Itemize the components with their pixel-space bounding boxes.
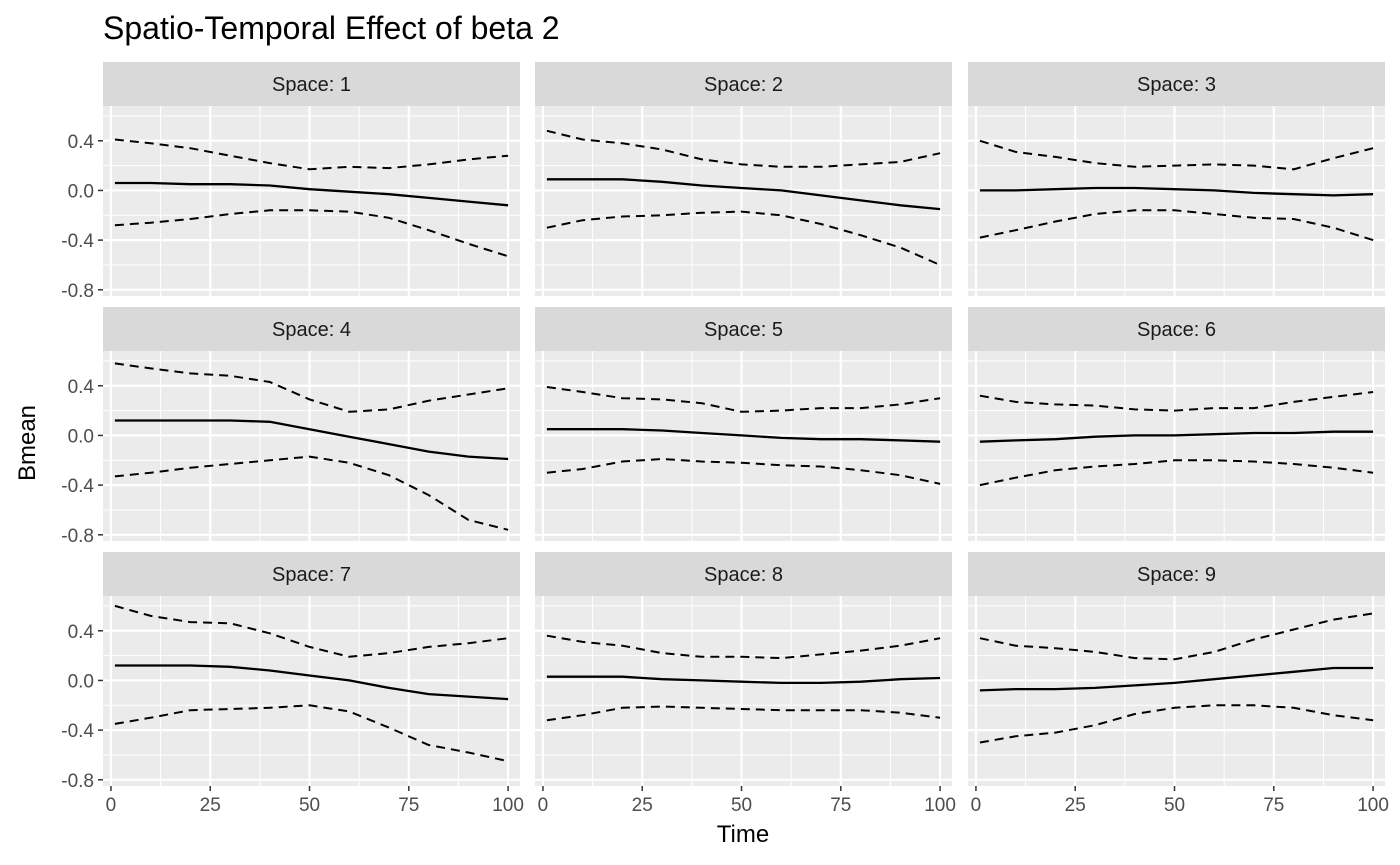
- facet-strip: [968, 62, 1385, 106]
- facet-strip-label: Space: 2: [704, 74, 783, 96]
- chart-title: Spatio-Temporal Effect of beta 2: [103, 10, 560, 46]
- x-tick-label: 50: [731, 795, 752, 816]
- y-tick-label: 0.0: [68, 181, 94, 202]
- x-axis-title: Time: [717, 821, 769, 848]
- x-tick-label: 75: [830, 795, 851, 816]
- upper-bound-line: [546, 129, 941, 168]
- panel-background: [103, 351, 520, 541]
- upper-bound-line: [114, 138, 509, 171]
- facet-panel: Space: 5: [535, 307, 952, 541]
- mean-line: [979, 430, 1374, 443]
- x-tick-label: 25: [1065, 795, 1086, 816]
- facet-strip: [535, 307, 952, 351]
- mean-line: [114, 664, 509, 701]
- upper-bound-line: [979, 139, 1374, 171]
- y-tick-label: 0.4: [68, 132, 95, 153]
- facet-strip: [535, 62, 952, 106]
- facet-panel: Space: 2: [535, 62, 952, 296]
- lower-bound-line: [114, 209, 509, 258]
- x-tick-label: 50: [299, 795, 320, 816]
- y-tick-label: 0.0: [68, 671, 94, 692]
- facet-panel: Space: 8 0 25 50 75 100: [535, 552, 956, 816]
- panel-background: [968, 106, 1385, 296]
- upper-bound-line: [979, 612, 1374, 661]
- mean-line: [979, 666, 1374, 692]
- lower-bound-line: [546, 457, 941, 485]
- y-tick-label: -0.4: [61, 476, 94, 497]
- upper-bound-line: [114, 362, 509, 413]
- facet-strip: [968, 552, 1385, 596]
- facet-panel: Space: 3: [968, 62, 1385, 296]
- facet-panel: Space: 9 0 25 50 75 100: [968, 552, 1389, 816]
- mean-line: [546, 178, 941, 211]
- facet-strip-label: Space: 1: [272, 74, 351, 96]
- x-tick-label: 100: [492, 795, 524, 816]
- x-tick-label: 50: [1164, 795, 1185, 816]
- mean-line: [979, 186, 1374, 197]
- y-tick-label: 0.0: [68, 426, 94, 447]
- panel-background: [535, 106, 952, 296]
- y-tick-label: -0.4: [61, 721, 94, 742]
- lower-bound-line: [979, 459, 1374, 487]
- y-tick-label: -0.4: [61, 231, 94, 252]
- panel-background: [103, 596, 520, 786]
- facet-panel: Space: 7 -0.8 -0.4 0.0 0.4 0 25 50 75 100: [61, 552, 524, 816]
- y-tick-label: 0.4: [68, 622, 95, 643]
- facet-strip: [103, 307, 520, 351]
- upper-bound-line: [546, 634, 941, 660]
- upper-bound-line: [114, 604, 509, 658]
- facet-strip-label: Space: 3: [1137, 74, 1216, 96]
- facet-strip-label: Space: 4: [272, 319, 351, 341]
- upper-bound-line: [546, 386, 941, 413]
- facet-strip: [103, 552, 520, 596]
- facet-panel: Space: 4 -0.8 -0.4 0.0 0.4: [61, 307, 520, 547]
- x-tick-label: 75: [1263, 795, 1284, 816]
- facet-strip-label: Space: 5: [704, 319, 783, 341]
- panel-background: [535, 351, 952, 541]
- facet-strip-label: Space: 6: [1137, 319, 1216, 341]
- lower-bound-line: [979, 209, 1374, 242]
- y-axis-title: Bmean: [14, 405, 41, 481]
- x-tick-label: 0: [538, 795, 549, 816]
- y-tick-label: 0.4: [68, 377, 95, 398]
- facet-panel: Space: 1 -0.8 -0.4 0.0 0.4: [61, 62, 520, 302]
- lower-bound-line: [546, 705, 941, 722]
- panel-background: [968, 351, 1385, 541]
- mean-line: [114, 419, 509, 461]
- panel-background: [535, 596, 952, 786]
- facet-strip-label: Space: 9: [1137, 564, 1216, 586]
- facet-strip: [968, 307, 1385, 351]
- mean-line: [546, 675, 941, 685]
- facet-panels: Space: 1 -0.8 -0.4 0.0 0.4 Space: 2 Space: 3 Sp…: [61, 62, 1389, 816]
- lower-bound-line: [979, 704, 1374, 744]
- x-tick-label: 25: [632, 795, 653, 816]
- x-tick-label: 25: [200, 795, 221, 816]
- lower-bound-line: [114, 455, 509, 531]
- mean-line: [546, 428, 941, 443]
- lower-bound-line: [546, 210, 941, 266]
- facet-strip-label: Space: 7: [272, 564, 351, 586]
- y-tick-label: -0.8: [61, 771, 94, 792]
- x-tick-label: 0: [106, 795, 117, 816]
- y-tick-label: -0.8: [61, 281, 94, 302]
- facet-strip-label: Space: 8: [704, 564, 783, 586]
- mean-line: [114, 181, 509, 207]
- facet-panel: Space: 6: [968, 307, 1385, 541]
- facet-strip: [535, 552, 952, 596]
- lower-bound-line: [114, 704, 509, 763]
- y-tick-label: -0.8: [61, 526, 94, 547]
- upper-bound-line: [979, 391, 1374, 412]
- x-tick-label: 100: [1357, 795, 1389, 816]
- facet-strip: [103, 62, 520, 106]
- panel-background: [968, 596, 1385, 786]
- x-tick-label: 75: [398, 795, 419, 816]
- x-tick-label: 100: [924, 795, 956, 816]
- x-tick-label: 0: [971, 795, 982, 816]
